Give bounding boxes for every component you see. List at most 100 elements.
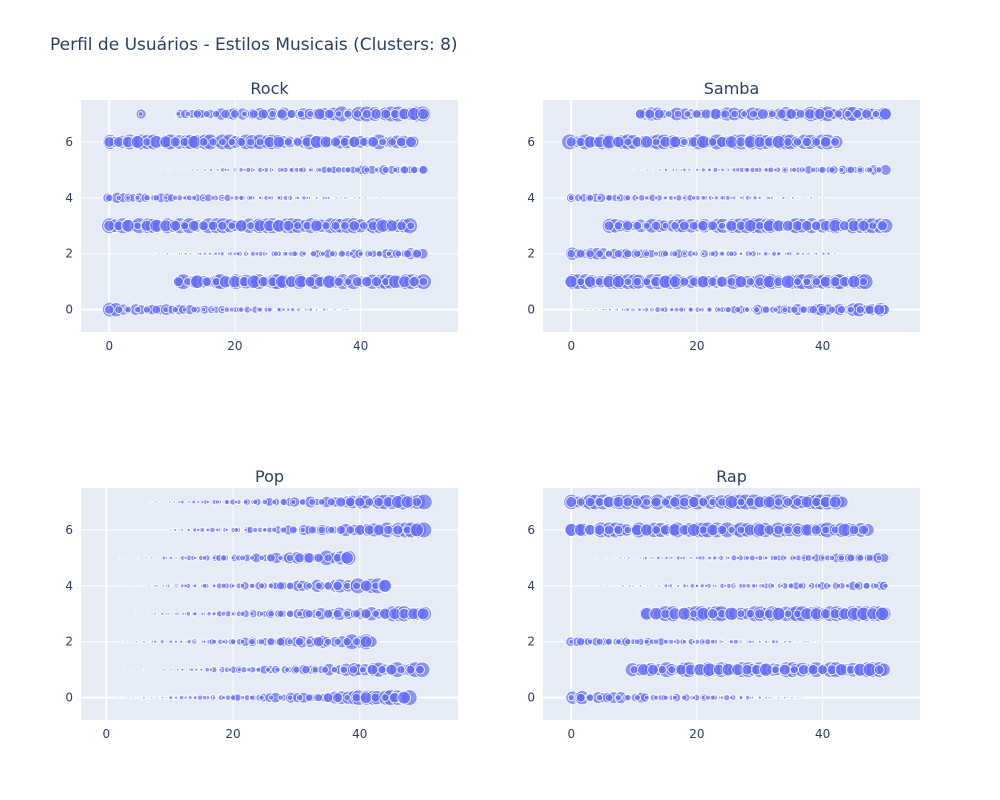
data-point bbox=[786, 696, 790, 700]
data-point bbox=[295, 195, 300, 200]
data-point bbox=[724, 306, 732, 314]
data-point bbox=[741, 663, 753, 676]
data-point bbox=[646, 168, 650, 172]
data-point bbox=[380, 108, 392, 120]
data-point bbox=[773, 524, 784, 536]
data-point bbox=[872, 109, 881, 118]
data-point bbox=[220, 611, 227, 617]
data-point bbox=[385, 663, 398, 676]
data-point bbox=[151, 304, 162, 315]
data-point bbox=[748, 554, 756, 562]
data-point bbox=[267, 195, 272, 201]
data-point bbox=[651, 168, 655, 172]
data-point bbox=[366, 663, 379, 676]
data-point bbox=[215, 527, 220, 533]
data-point bbox=[270, 168, 275, 172]
data-point bbox=[857, 219, 870, 232]
data-point bbox=[698, 525, 708, 535]
data-point bbox=[594, 497, 605, 507]
data-point bbox=[697, 555, 703, 561]
data-point bbox=[179, 639, 184, 644]
data-point bbox=[604, 693, 614, 702]
data-point bbox=[183, 251, 188, 256]
data-point bbox=[272, 135, 286, 149]
data-point bbox=[709, 107, 722, 121]
data-point bbox=[754, 555, 759, 560]
y-tick-label: 2 bbox=[527, 635, 535, 649]
data-point bbox=[344, 496, 356, 508]
data-point bbox=[720, 167, 725, 173]
data-point bbox=[161, 584, 165, 588]
data-point bbox=[606, 556, 610, 560]
data-point bbox=[345, 525, 355, 535]
data-point bbox=[392, 166, 399, 173]
data-point bbox=[856, 554, 865, 562]
data-point bbox=[324, 196, 328, 200]
data-point bbox=[695, 167, 700, 172]
data-point bbox=[868, 221, 878, 231]
data-point bbox=[323, 608, 334, 619]
data-point bbox=[739, 640, 743, 644]
data-point bbox=[312, 636, 325, 648]
data-point bbox=[211, 555, 217, 561]
data-point bbox=[128, 668, 132, 671]
data-point bbox=[239, 554, 246, 562]
data-point bbox=[146, 584, 149, 588]
data-point bbox=[603, 220, 615, 232]
data-point bbox=[791, 196, 795, 200]
data-point bbox=[201, 583, 208, 589]
data-point bbox=[777, 196, 780, 200]
data-point bbox=[325, 166, 333, 174]
data-point bbox=[796, 640, 799, 644]
data-point bbox=[136, 584, 140, 588]
data-point bbox=[226, 251, 231, 256]
data-point bbox=[295, 693, 304, 702]
data-point bbox=[681, 639, 687, 645]
data-point bbox=[248, 307, 253, 312]
data-point bbox=[363, 166, 371, 174]
data-point bbox=[603, 524, 615, 536]
data-point bbox=[800, 495, 814, 509]
data-point bbox=[224, 527, 229, 532]
data-point bbox=[202, 110, 211, 118]
data-point bbox=[169, 219, 182, 232]
data-point bbox=[667, 665, 677, 675]
data-point bbox=[638, 584, 642, 588]
data-point bbox=[791, 166, 798, 173]
data-point bbox=[233, 527, 240, 533]
data-point bbox=[313, 107, 326, 121]
data-point bbox=[828, 166, 836, 174]
y-tick-label: 6 bbox=[65, 135, 73, 149]
data-point bbox=[229, 195, 235, 201]
data-point bbox=[811, 137, 822, 147]
data-point bbox=[348, 135, 361, 148]
data-point bbox=[292, 665, 301, 674]
data-point bbox=[789, 665, 799, 675]
data-point bbox=[612, 496, 625, 508]
data-point bbox=[643, 694, 650, 701]
data-point bbox=[873, 664, 885, 675]
data-point bbox=[271, 499, 278, 505]
data-point bbox=[623, 525, 633, 535]
data-point bbox=[857, 166, 864, 174]
data-point bbox=[353, 524, 366, 536]
data-point bbox=[670, 168, 674, 172]
data-point bbox=[354, 166, 361, 174]
data-point bbox=[177, 528, 181, 532]
data-point bbox=[230, 555, 236, 561]
data-point bbox=[314, 693, 323, 702]
data-point bbox=[699, 583, 705, 589]
data-point bbox=[875, 166, 883, 174]
y-tick-label: 0 bbox=[527, 303, 535, 317]
data-point bbox=[418, 165, 429, 175]
data-point bbox=[364, 497, 375, 507]
data-point bbox=[740, 110, 748, 118]
data-point bbox=[753, 167, 760, 173]
data-point bbox=[723, 694, 731, 702]
data-point bbox=[709, 638, 716, 645]
data-point bbox=[605, 249, 613, 258]
data-point bbox=[187, 135, 201, 149]
data-point bbox=[875, 606, 890, 621]
data-point bbox=[764, 639, 769, 644]
data-point bbox=[143, 305, 151, 314]
